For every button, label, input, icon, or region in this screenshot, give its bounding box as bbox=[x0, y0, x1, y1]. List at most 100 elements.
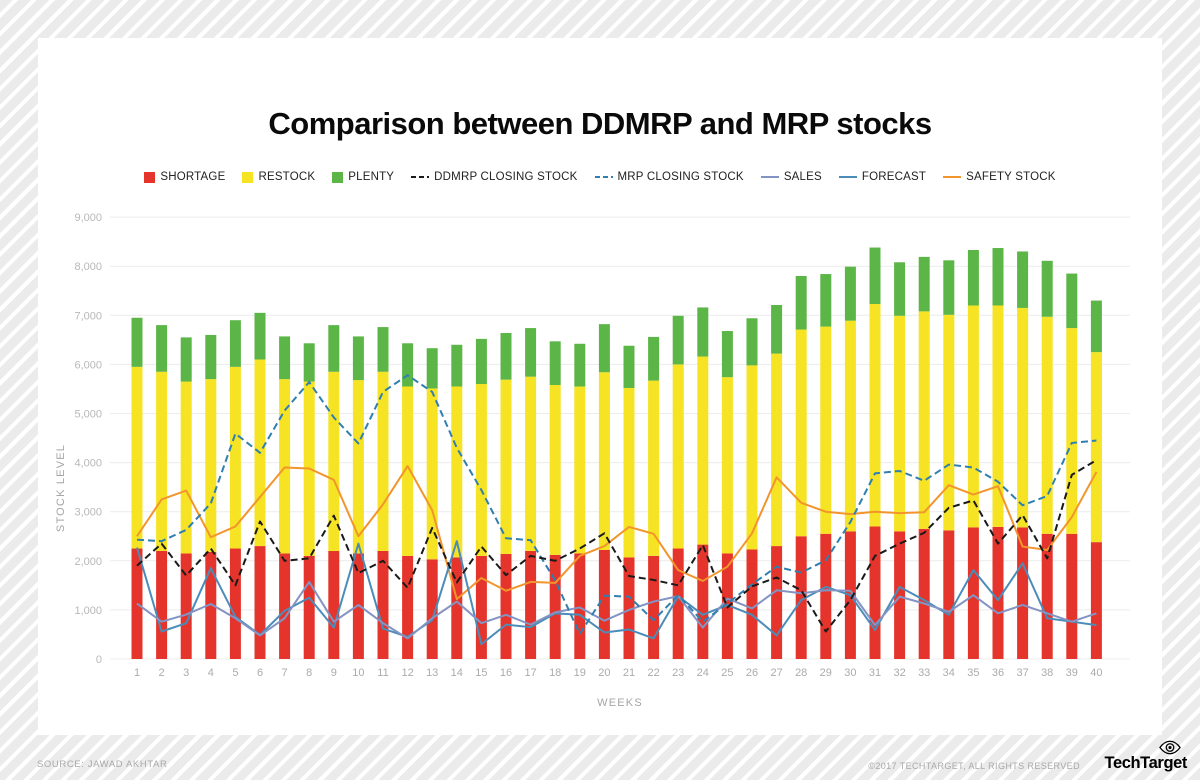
bar-segment-restock-week-18 bbox=[549, 385, 561, 555]
y-tick-label: 3,000 bbox=[74, 507, 102, 519]
bar-segment-shortage-week-19 bbox=[574, 553, 586, 659]
x-tick-label: 22 bbox=[647, 667, 659, 679]
y-axis-title: STOCK LEVEL bbox=[55, 444, 67, 532]
bar-segment-shortage-week-13 bbox=[426, 559, 438, 659]
line-sales bbox=[136, 580, 1097, 640]
legend-marker bbox=[411, 176, 430, 178]
legend-marker bbox=[144, 171, 156, 183]
legend-marker bbox=[760, 176, 779, 178]
legend-label: RESTOCK bbox=[258, 171, 316, 183]
bar-segment-plenty-week-18 bbox=[549, 341, 561, 386]
bar-segment-restock-week-36 bbox=[992, 305, 1004, 527]
x-tick-label: 13 bbox=[426, 667, 438, 679]
x-tick-label: 23 bbox=[672, 667, 684, 679]
bar-segment-plenty-week-4 bbox=[205, 334, 217, 380]
x-tick-label: 10 bbox=[352, 667, 364, 679]
chart-area: 0 1,000 2,000 3,000 4,000 5,000 6,000 7,000 8,00… bbox=[38, 198, 1162, 735]
bar-segment-plenty-week-2 bbox=[156, 325, 168, 372]
bar-segment-restock-week-10 bbox=[352, 380, 364, 554]
bar-segment-shortage-week-33 bbox=[918, 528, 930, 659]
x-tick-label: 16 bbox=[500, 667, 512, 679]
x-tick-label: 14 bbox=[451, 667, 463, 679]
bar-segment-restock-week-28 bbox=[795, 329, 807, 537]
x-tick-label: 25 bbox=[721, 667, 733, 679]
legend-label: FORECAST bbox=[861, 171, 927, 183]
bar-segment-plenty-week-35 bbox=[967, 249, 979, 306]
bar-segment-plenty-week-33 bbox=[918, 256, 930, 312]
x-tick-label: 2 bbox=[159, 667, 165, 679]
line-safety-stock bbox=[136, 465, 1098, 601]
bar-segment-shortage-week-39 bbox=[1066, 533, 1078, 659]
bar-segment-shortage-week-14 bbox=[451, 557, 463, 659]
bar-segment-plenty-week-1 bbox=[131, 317, 143, 367]
x-tick-label: 31 bbox=[869, 667, 881, 679]
legend-marker bbox=[838, 176, 857, 178]
y-tick-label: 4,000 bbox=[74, 458, 102, 470]
x-tick-label: 20 bbox=[598, 667, 610, 679]
x-tick-label: 35 bbox=[967, 667, 979, 679]
bar-segment-shortage-week-4 bbox=[205, 551, 217, 659]
x-tick-label: 27 bbox=[770, 667, 782, 679]
bar-segment-restock-week-34 bbox=[943, 314, 955, 531]
legend-marker bbox=[594, 176, 613, 178]
bar-segment-restock-week-22 bbox=[648, 380, 660, 556]
bar-segment-restock-week-35 bbox=[967, 305, 979, 528]
legend-item-mrp-closing-stock: MRP CLOSING STOCK bbox=[594, 171, 744, 183]
bar-segment-restock-week-37 bbox=[1017, 307, 1029, 528]
bar-segment-restock-week-23 bbox=[672, 364, 684, 549]
x-tick-label: 21 bbox=[623, 667, 635, 679]
bar-segment-plenty-week-25 bbox=[721, 331, 733, 378]
bar-segment-shortage-week-9 bbox=[328, 550, 340, 659]
bar-segment-shortage-week-36 bbox=[992, 526, 1004, 659]
overlay-lines bbox=[136, 374, 1098, 646]
x-tick-label: 38 bbox=[1041, 667, 1053, 679]
bar-segment-shortage-week-35 bbox=[967, 527, 979, 659]
x-tick-label: 7 bbox=[282, 667, 288, 679]
bar-segment-shortage-week-23 bbox=[672, 548, 684, 659]
bar-segment-shortage-week-6 bbox=[254, 546, 266, 659]
legend-label: SAFETY STOCK bbox=[966, 171, 1056, 183]
bar-segment-plenty-week-17 bbox=[525, 328, 537, 377]
bar-segment-shortage-week-8 bbox=[303, 555, 315, 659]
x-tick-label: 29 bbox=[820, 667, 832, 679]
bar-segment-plenty-week-34 bbox=[943, 260, 955, 315]
bar-segment-shortage-week-34 bbox=[943, 530, 955, 659]
techtarget-logo: TechTarget bbox=[1092, 740, 1187, 776]
x-tick-label: 1 bbox=[134, 667, 140, 679]
bar-segment-plenty-week-12 bbox=[402, 343, 414, 387]
bar-segment-restock-week-3 bbox=[180, 381, 192, 554]
legend-item-restock: RESTOCK bbox=[242, 171, 315, 183]
x-tick-label: 30 bbox=[844, 667, 856, 679]
bar-segment-restock-week-11 bbox=[377, 371, 389, 551]
bar-segment-plenty-week-36 bbox=[992, 248, 1004, 306]
bar-segment-restock-week-20 bbox=[598, 372, 610, 550]
bar-segment-plenty-week-21 bbox=[623, 345, 635, 388]
x-tick-label: 5 bbox=[232, 667, 238, 679]
bar-segment-plenty-week-31 bbox=[869, 247, 881, 305]
bar-segment-shortage-week-22 bbox=[648, 555, 660, 659]
bar-segment-restock-week-33 bbox=[918, 311, 930, 529]
bar-segment-restock-week-17 bbox=[525, 376, 537, 551]
bar-segment-plenty-week-9 bbox=[328, 325, 340, 372]
bar-segment-shortage-week-28 bbox=[795, 536, 807, 659]
bar-segment-restock-week-7 bbox=[279, 379, 291, 554]
legend-item-forecast: FORECAST bbox=[838, 171, 927, 183]
bar-segment-restock-week-26 bbox=[746, 365, 758, 550]
bar-segment-restock-week-40 bbox=[1090, 352, 1102, 543]
chart-card: Comparison between DDMRP and MRP stocks … bbox=[38, 38, 1162, 735]
legend-item-sales: SALES bbox=[760, 171, 822, 183]
bar-segment-restock-week-19 bbox=[574, 386, 586, 554]
x-tick-label: 12 bbox=[401, 667, 413, 679]
bar-segment-plenty-week-3 bbox=[180, 337, 192, 382]
stock-chart: 0 1,000 2,000 3,000 4,000 5,000 6,000 7,000 8,00… bbox=[55, 212, 1130, 709]
bar-segment-plenty-week-19 bbox=[574, 343, 586, 387]
bar-segment-plenty-week-37 bbox=[1017, 251, 1029, 308]
bar-segment-restock-week-32 bbox=[894, 315, 906, 532]
bar-segment-restock-week-38 bbox=[1041, 316, 1053, 534]
bar-segment-restock-week-24 bbox=[697, 356, 709, 545]
x-axis-title: WEEKS bbox=[597, 697, 643, 709]
bar-segment-plenty-week-24 bbox=[697, 307, 709, 357]
bar-segment-plenty-week-8 bbox=[303, 343, 315, 382]
bar-segment-plenty-week-20 bbox=[598, 324, 610, 373]
